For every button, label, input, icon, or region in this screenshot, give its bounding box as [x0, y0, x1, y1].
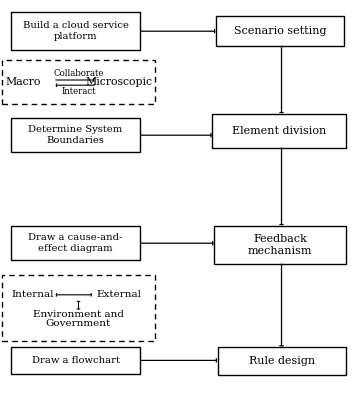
Bar: [11, 118, 140, 152]
Bar: [11, 347, 140, 374]
Bar: [2, 275, 155, 341]
Text: Determine System
Boundaries: Determine System Boundaries: [28, 125, 123, 145]
Text: Draw a flowchart: Draw a flowchart: [32, 356, 120, 365]
Text: Draw a cause-and-
effect diagram: Draw a cause-and- effect diagram: [28, 233, 123, 253]
Text: Microscopic: Microscopic: [85, 77, 152, 87]
Text: Rule design: Rule design: [249, 356, 315, 366]
Text: Feedback
mechanism: Feedback mechanism: [248, 234, 312, 256]
Text: Build a cloud service
platform: Build a cloud service platform: [23, 21, 129, 41]
Bar: [212, 114, 346, 148]
Bar: [216, 16, 344, 46]
Text: Macro: Macro: [6, 77, 41, 87]
Bar: [218, 347, 346, 375]
Text: External: External: [96, 290, 141, 299]
Bar: [214, 226, 346, 264]
Text: Interact: Interact: [61, 88, 96, 96]
Bar: [2, 60, 155, 104]
Text: Collaborate: Collaborate: [53, 70, 104, 78]
Text: Scenario setting: Scenario setting: [234, 26, 326, 36]
Text: Environment and: Environment and: [33, 310, 124, 319]
Text: Government: Government: [46, 320, 111, 328]
Bar: [11, 226, 140, 260]
Bar: [11, 12, 140, 50]
Text: Element division: Element division: [232, 126, 326, 136]
Text: Internal: Internal: [11, 290, 54, 299]
